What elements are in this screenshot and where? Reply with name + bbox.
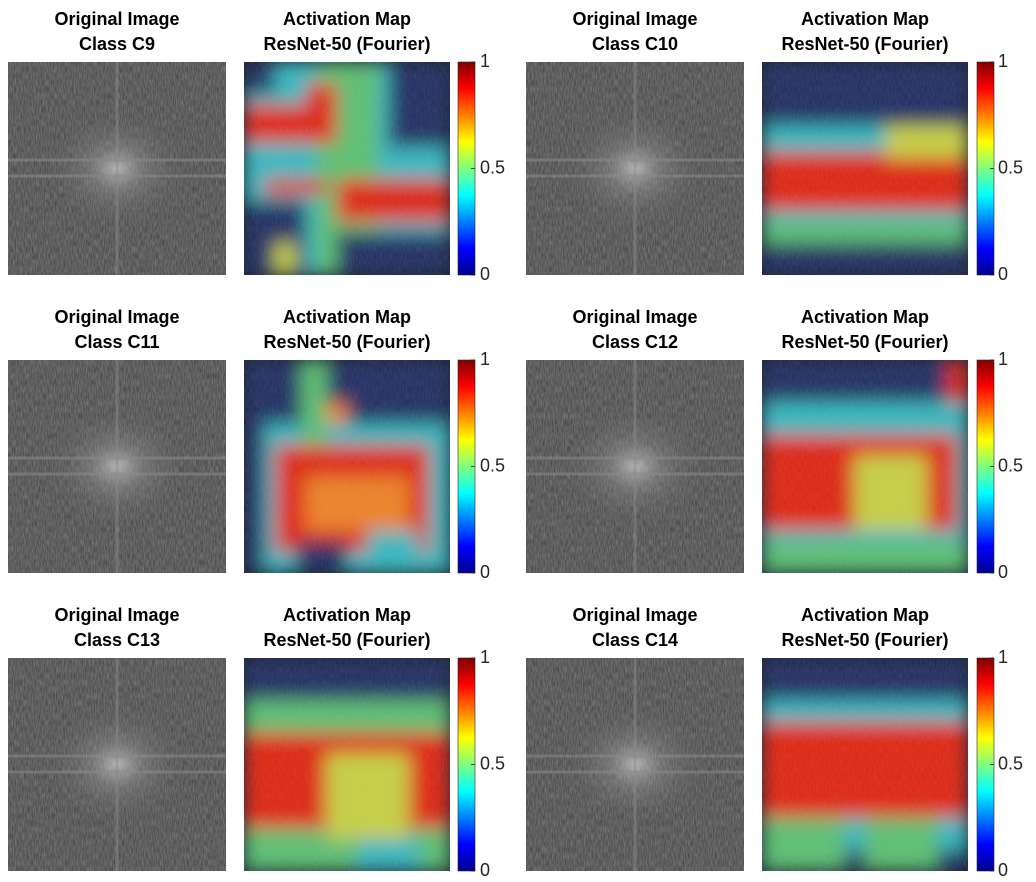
original-title: Original Image <box>572 9 697 29</box>
colorbar-tick-label: 1 <box>998 349 1008 369</box>
colorbar-tick-label: 0 <box>998 264 1008 284</box>
activation-title: ResNet-50 (Fourier) <box>263 630 430 650</box>
activation-title: Activation Map <box>801 9 929 29</box>
original-image <box>526 360 744 573</box>
image-vline <box>634 62 637 275</box>
colorbar-tick-label: 1 <box>480 349 490 369</box>
heat-noise <box>244 360 450 573</box>
heat-noise <box>762 658 968 871</box>
activation-title: ResNet-50 (Fourier) <box>781 332 948 352</box>
panel: Original Image Activation Map Class C10 Res… <box>526 9 1023 284</box>
colorbar-tick-label: 0 <box>480 860 490 877</box>
colorbar-tick-label: 0.5 <box>480 157 505 177</box>
original-image <box>8 360 226 573</box>
original-title: Class C13 <box>74 630 160 650</box>
original-title: Class C9 <box>79 34 155 54</box>
colorbar-tick-label: 0 <box>998 562 1008 582</box>
activation-image <box>762 62 968 275</box>
original-title: Class C10 <box>592 34 678 54</box>
original-title: Class C12 <box>592 332 678 352</box>
activation-title: ResNet-50 (Fourier) <box>263 34 430 54</box>
image-hline <box>8 771 226 774</box>
activation-title: ResNet-50 (Fourier) <box>263 332 430 352</box>
activation-image <box>762 360 968 573</box>
activation-image <box>244 62 450 275</box>
heat-noise <box>244 62 450 275</box>
activation-image <box>762 658 968 871</box>
colorbar-tick-label: 0.5 <box>480 753 505 773</box>
image-vline <box>634 360 637 573</box>
figure: Original Image Activation Map Class C9 ResN… <box>0 0 1036 877</box>
colorbar-tick-label: 1 <box>480 647 490 667</box>
colorbar-tick-label: 1 <box>480 51 490 71</box>
colorbar-tick-label: 0.5 <box>998 455 1023 475</box>
image-hline <box>526 175 744 178</box>
panel: Original Image Activation Map Class C14 Res… <box>526 605 1023 877</box>
colorbar-tick-label: 0.5 <box>480 455 505 475</box>
original-image <box>526 62 744 275</box>
image-vline <box>116 62 119 275</box>
image-hline <box>526 473 744 476</box>
colorbar-tick-label: 1 <box>998 51 1008 71</box>
original-title: Original Image <box>572 605 697 625</box>
activation-image <box>244 360 450 573</box>
heat-noise <box>244 658 450 871</box>
original-title: Original Image <box>54 307 179 327</box>
original-image <box>526 658 744 871</box>
panel: Original Image Activation Map Class C9 ResN… <box>8 9 505 284</box>
image-hline <box>526 457 744 460</box>
activation-title: Activation Map <box>283 605 411 625</box>
activation-image <box>244 658 450 871</box>
image-hline <box>8 457 226 460</box>
image-hline <box>8 175 226 178</box>
colorbar-tick-label: 0.5 <box>998 157 1023 177</box>
panel: Original Image Activation Map Class C12 Res… <box>526 307 1023 582</box>
colorbar-tick-label: 0.5 <box>998 753 1023 773</box>
original-image <box>8 658 226 871</box>
image-hline <box>8 755 226 758</box>
panel: Original Image Activation Map Class C13 Res… <box>8 605 505 877</box>
image-hline <box>8 159 226 162</box>
activation-title: Activation Map <box>801 605 929 625</box>
colorbar-tick-label: 1 <box>998 647 1008 667</box>
image-hline <box>526 771 744 774</box>
activation-title: ResNet-50 (Fourier) <box>781 34 948 54</box>
image-vline <box>116 360 119 573</box>
original-title: Class C14 <box>592 630 678 650</box>
heat-noise <box>762 62 968 275</box>
colorbar-tick-label: 0 <box>480 562 490 582</box>
colorbar-tick-label: 0 <box>480 264 490 284</box>
image-vline <box>116 658 119 871</box>
activation-title: Activation Map <box>801 307 929 327</box>
original-title: Class C11 <box>74 332 159 352</box>
original-title: Original Image <box>54 605 179 625</box>
activation-title: Activation Map <box>283 307 411 327</box>
original-image <box>8 62 226 275</box>
original-title: Original Image <box>572 307 697 327</box>
image-hline <box>526 159 744 162</box>
panel: Original Image Activation Map Class C11 Res… <box>8 307 505 582</box>
activation-title: Activation Map <box>283 9 411 29</box>
heat-noise <box>762 360 968 573</box>
image-hline <box>8 473 226 476</box>
image-hline <box>526 755 744 758</box>
colorbar-tick-label: 0 <box>998 860 1008 877</box>
image-vline <box>634 658 637 871</box>
original-title: Original Image <box>54 9 179 29</box>
activation-title: ResNet-50 (Fourier) <box>781 630 948 650</box>
